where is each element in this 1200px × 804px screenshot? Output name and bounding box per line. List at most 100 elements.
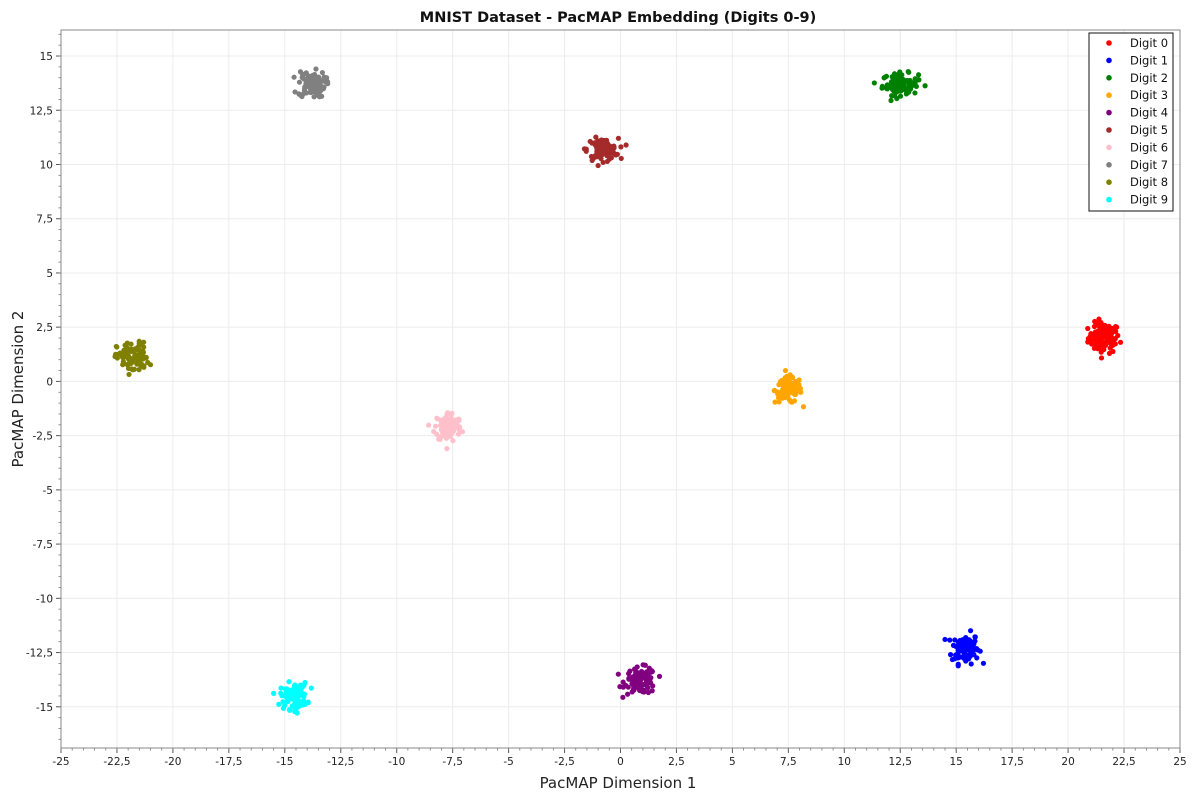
x-tick-label: -20 [164,756,181,768]
data-point [623,142,629,148]
data-point [977,648,983,654]
data-point [790,383,796,389]
series-digit-5 [581,134,629,169]
data-point [636,686,643,692]
x-tick-label: 25 [1173,756,1186,768]
data-point [137,342,143,348]
x-tick-label: -10 [388,756,405,768]
data-point [313,90,320,97]
data-point [894,95,900,102]
data-point [600,159,606,166]
data-point [278,690,284,696]
data-point [443,429,449,435]
data-point [968,661,974,667]
data-point [947,652,954,658]
data-point [888,97,894,104]
data-point [292,89,298,95]
data-point [967,628,974,634]
data-point [972,634,978,640]
data-point [1091,323,1098,330]
data-point [147,362,154,368]
data-point [897,93,904,99]
data-point [285,698,291,705]
legend-label: Digit 1 [1130,53,1168,67]
data-point [291,683,298,689]
data-point [583,148,589,154]
data-point [648,669,654,675]
series-digit-0 [1085,316,1124,361]
data-point [961,655,967,661]
y-axis-title: PacMAP Dimension 2 [9,311,27,468]
data-point [441,424,448,430]
legend-marker [1106,127,1112,133]
data-point [1109,340,1115,346]
data-point [291,74,297,80]
data-point [431,428,437,435]
data-point [906,79,912,85]
data-point [635,673,641,679]
data-point [123,343,129,349]
data-point [293,706,299,712]
data-point [604,158,610,165]
data-point [426,422,432,428]
data-point [319,93,325,99]
data-point [320,86,326,92]
data-point [644,669,650,675]
data-point [786,397,792,403]
x-tick-label: -12,5 [327,756,354,768]
series-digit-1 [942,628,987,669]
data-point [128,346,135,352]
data-point [1106,350,1113,356]
data-point [1093,344,1100,350]
data-point [1094,329,1100,335]
y-tick-label: -15 [36,702,53,714]
data-point [1092,336,1098,342]
data-point [125,365,132,371]
data-point [1115,332,1121,339]
data-point [614,151,620,157]
x-tick-label: -17,5 [215,756,242,768]
data-point [898,78,904,85]
data-point [641,689,647,695]
chart-title: MNIST Dataset - PacMAP Embedding (Digits… [420,10,816,26]
data-point [782,375,788,381]
data-point [647,680,654,686]
data-point [772,399,778,405]
data-point [953,653,959,659]
data-point [294,690,300,696]
x-tick-label: -2,5 [554,756,575,768]
data-point [456,416,462,422]
data-point [595,162,601,169]
data-point [618,144,624,150]
data-point [1100,322,1106,328]
legend-label: Digit 5 [1130,123,1168,137]
data-point [130,367,136,373]
data-point [781,382,787,388]
x-tick-label: -25 [52,756,69,768]
data-point [112,353,118,360]
x-axis-title: PacMAP Dimension 1 [540,774,697,792]
data-point [980,660,987,666]
y-tick-label: 15 [40,51,53,63]
axis-layer: -25 -22,5 -20 -17,5 -15 -12,5 -10 -7,5 -5 -2,5 0 2,… [26,33,1187,768]
data-point [1085,325,1091,332]
data-point [301,693,307,700]
data-point [297,699,303,705]
data-point [615,135,622,141]
x-tick-label: -15 [276,756,293,768]
y-tick-label: -10 [36,593,53,605]
data-point [129,359,135,365]
legend-label: Digit 4 [1130,106,1168,120]
plot-area-frame [60,29,1181,749]
data-point [1117,339,1124,345]
data-point [120,358,126,365]
series-digit-7 [291,66,331,100]
data-point [604,152,610,159]
data-point [646,665,652,671]
data-point [308,685,314,691]
y-tick-label: -12,5 [26,648,53,660]
data-point [138,363,144,369]
data-point [316,77,323,83]
x-tick-label: 15 [950,756,963,768]
